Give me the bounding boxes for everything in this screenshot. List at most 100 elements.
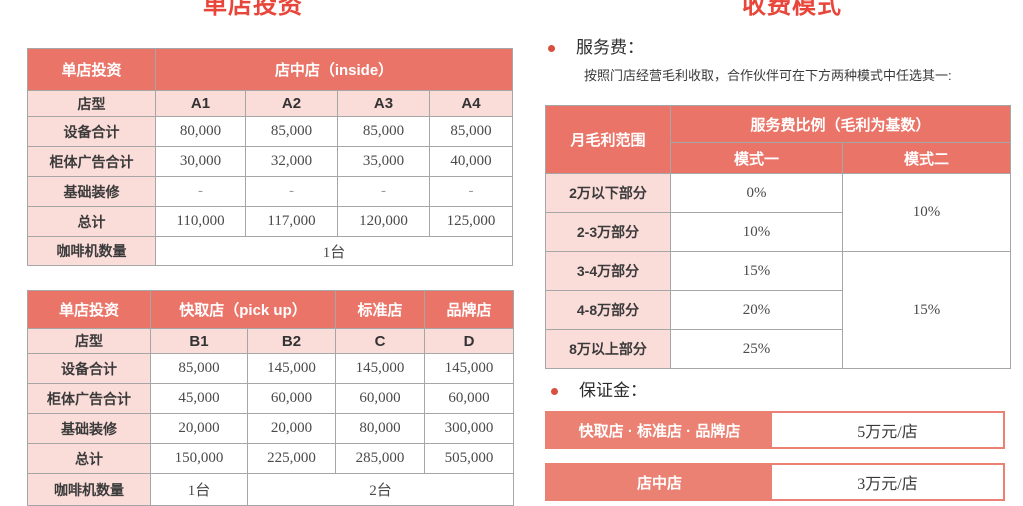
deposit-heading: 保证金：	[551, 381, 647, 401]
machine-count-cell: 1台	[150, 473, 248, 506]
value-cell: 285,000	[335, 443, 425, 474]
range-label: 4-8万部分	[545, 290, 671, 330]
mode1-header: 模式一	[670, 142, 843, 174]
service-fee-table: 月毛利范围 服务费比例（毛利为基数） 模式一 模式二 2万以下部分 0% 10%…	[545, 105, 1011, 369]
value-cell: 145,000	[424, 353, 514, 384]
table-row: 2-3万部分 10%	[545, 212, 1011, 252]
table-row: 月毛利范围 服务费比例（毛利为基数）	[545, 105, 1011, 174]
row-label: 基础装修	[27, 413, 151, 444]
deposit-store-types: 快取店 · 标准店 · 品牌店	[547, 413, 772, 447]
mode1-value: 10%	[670, 212, 843, 252]
store-group-header: 标准店	[335, 290, 425, 329]
value-cell: 60,000	[335, 383, 425, 414]
table-row: 2万以下部分 0% 10%	[545, 173, 1011, 252]
value-cell: 60,000	[247, 383, 336, 414]
value-cell: 32,000	[245, 146, 338, 177]
value-cell: 505,000	[424, 443, 514, 474]
mode2-merged-value: 10%	[842, 173, 1011, 252]
mode1-value: 15%	[670, 251, 843, 291]
deposit-store-types: 店中店	[547, 465, 772, 499]
row-label: 店型	[27, 328, 151, 354]
deposit-amount: 3万元/店	[857, 476, 918, 493]
fee-ratio-group-header: 服务费比例（毛利为基数）	[670, 105, 1011, 143]
machine-count-cell: 2台	[247, 473, 514, 506]
deposit-amount: 5万元/店	[857, 424, 918, 441]
value-cell: 20,000	[150, 413, 248, 444]
row-label: 柜体广告合计	[27, 383, 151, 414]
store-group-header: 快取店（pick up）	[150, 290, 336, 329]
mode1-value: 20%	[670, 290, 843, 330]
table-row: 店型 B1 B2 C D	[27, 328, 514, 354]
value-cell: 145,000	[247, 353, 336, 384]
value-cell: 35,000	[337, 146, 430, 177]
table-corner-cell: 单店投资	[27, 290, 151, 329]
row-label: 基础装修	[27, 176, 156, 207]
store-type-cell: B2	[247, 328, 336, 354]
table-row: 单店投资 快取店（pick up） 标准店 品牌店	[27, 290, 514, 329]
range-label: 3-4万部分	[545, 251, 671, 291]
table-row: 3-4万部分 15% 15%	[545, 251, 1011, 369]
deposit-item-inside: 店中店 3万元/店	[545, 463, 1005, 501]
table-row: 模式一 模式二	[546, 142, 1011, 174]
value-cell: 85,000	[337, 116, 430, 147]
bullet-icon	[551, 387, 558, 395]
store-type-cell: A3	[337, 90, 430, 117]
value-cell: 125,000	[429, 206, 513, 237]
row-label: 店型	[27, 90, 156, 117]
value-cell: 117,000	[245, 206, 338, 237]
row-label: 咖啡机数量	[27, 236, 156, 266]
store-group-header: 品牌店	[424, 290, 514, 329]
service-fee-heading-label: 服务费：	[576, 38, 644, 57]
store-group-header: 店中店（inside）	[155, 48, 513, 91]
row-label: 设备合计	[27, 116, 156, 147]
range-label: 2万以下部分	[545, 173, 671, 213]
table-row: 咖啡机数量 1台	[27, 236, 513, 266]
table-row: 设备合计 85,000 145,000 145,000 145,000	[27, 353, 514, 384]
value-cell: 45,000	[150, 383, 248, 414]
bullet-icon	[548, 44, 555, 52]
left-section-title: 单店投资	[203, 0, 303, 19]
value-cell: 20,000	[247, 413, 336, 444]
table-corner-cell: 单店投资	[27, 48, 156, 91]
table-row: 基础装修 - - - -	[27, 176, 513, 207]
value-cell: 225,000	[247, 443, 336, 474]
store-type-cell: A1	[155, 90, 246, 117]
value-cell: -	[337, 176, 430, 207]
mode1-value: 0%	[670, 173, 843, 213]
deposit-item-pickup-standard-brand: 快取店 · 标准店 · 品牌店 5万元/店	[545, 411, 1005, 449]
value-cell: 85,000	[150, 353, 248, 384]
table-row: 单店投资 店中店（inside）	[27, 48, 513, 91]
service-fee-description: 按照门店经营毛利收取，合作伙伴可在下方两种模式中任选其一:	[584, 68, 952, 83]
row-label: 总计	[27, 443, 151, 474]
mode2-merged-value: 15%	[842, 251, 1011, 369]
table-row: 咖啡机数量 1台 2台	[27, 473, 514, 506]
value-cell: -	[155, 176, 246, 207]
gross-profit-range-header: 月毛利范围	[545, 105, 671, 174]
row-label: 咖啡机数量	[27, 473, 151, 506]
store-type-cell: B1	[150, 328, 248, 354]
table-row: 4-8万部分 20%	[545, 290, 1011, 330]
value-cell: 30,000	[155, 146, 246, 177]
table-row: 8万以上部分 25%	[545, 329, 1011, 369]
store-type-cell: D	[424, 328, 514, 354]
value-cell: 80,000	[335, 413, 425, 444]
value-cell: 80,000	[155, 116, 246, 147]
value-cell: 150,000	[150, 443, 248, 474]
inside-store-investment-table: 单店投资 店中店（inside） 店型 A1 A2 A3 A4 设备合计 80,…	[27, 48, 513, 266]
value-cell: 85,000	[429, 116, 513, 147]
value-cell: 85,000	[245, 116, 338, 147]
value-cell: 40,000	[429, 146, 513, 177]
table-row: 总计 110,000 117,000 120,000 125,000	[27, 206, 513, 237]
store-type-cell: A2	[245, 90, 338, 117]
store-type-cell: A4	[429, 90, 513, 117]
right-section-title: 收费模式	[742, 0, 842, 19]
row-label: 柜体广告合计	[27, 146, 156, 177]
value-cell: -	[429, 176, 513, 207]
value-cell: 145,000	[335, 353, 425, 384]
mode1-value: 25%	[670, 329, 843, 369]
range-label: 8万以上部分	[545, 329, 671, 369]
range-label: 2-3万部分	[545, 212, 671, 252]
table-row: 店型 A1 A2 A3 A4	[27, 90, 513, 117]
table-row: 总计 150,000 225,000 285,000 505,000	[27, 443, 514, 474]
value-cell: -	[245, 176, 338, 207]
